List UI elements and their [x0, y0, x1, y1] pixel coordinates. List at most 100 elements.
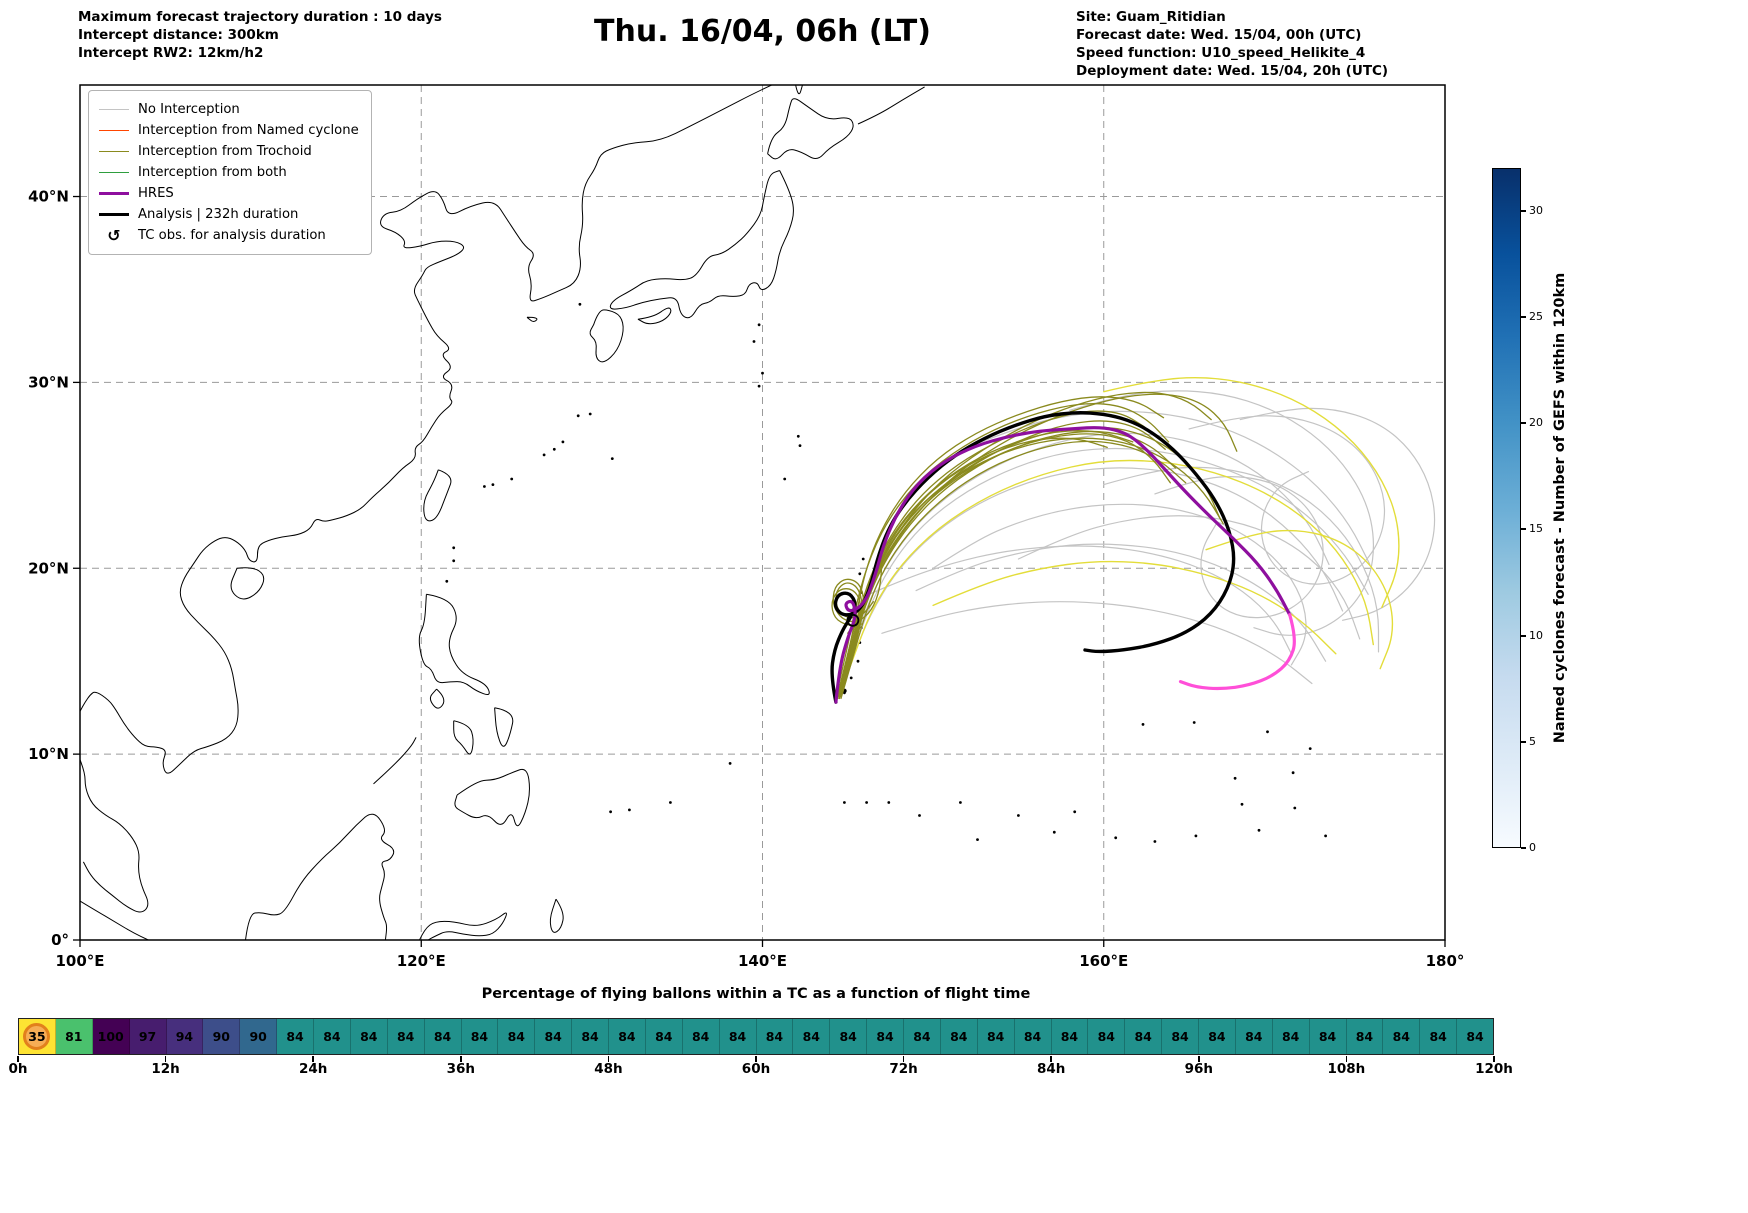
- strip-cell: 84: [1235, 1019, 1273, 1054]
- island-dot: [1017, 814, 1020, 817]
- strip-cell: 84: [1125, 1019, 1163, 1054]
- strip-cell-value: 84: [1208, 1029, 1226, 1044]
- strip-cell-value: 84: [728, 1029, 747, 1044]
- hres-track-tail: [1178, 613, 1296, 691]
- legend-item-label: Analysis | 232h duration: [138, 207, 299, 222]
- strip-cell-value: 84: [876, 1029, 894, 1044]
- island-dot: [1240, 802, 1244, 806]
- intercept-rw2-text: Intercept RW2: 12km/h2: [78, 45, 264, 61]
- strip-cell-value: 84: [544, 1029, 562, 1044]
- strip-cell: 84: [1272, 1019, 1310, 1054]
- ensemble-track-no_interception: [1188, 415, 1386, 585]
- strip-axis-label: 120h: [1475, 1061, 1513, 1077]
- y-tick-label: 20°N: [28, 559, 69, 577]
- legend-item: No Interception: [99, 99, 359, 120]
- trajectories: [830, 376, 1436, 704]
- strip-axis-label: 12h: [151, 1061, 180, 1077]
- strip-cell-value: 84: [323, 1029, 341, 1044]
- strip-cell-value: 84: [1318, 1029, 1337, 1044]
- colorbar-tick-label: 30: [1529, 203, 1543, 217]
- ensemble-track-trochoid: [838, 433, 1171, 700]
- strip-cell: 81: [55, 1019, 93, 1054]
- speed-function-text: Speed function: U10_speed_Helikite_4: [1076, 45, 1366, 61]
- coastline: [767, 98, 854, 160]
- ensemble-track-no_interception: [932, 503, 1307, 666]
- island-dot: [552, 447, 556, 451]
- island-dot: [1153, 840, 1157, 843]
- coastline: [429, 688, 445, 709]
- coastline: [373, 737, 417, 785]
- colorbar-label: Named cyclones forecast - Number of GEFS…: [1552, 272, 1568, 744]
- cyclone-obs-icon: ↺: [107, 225, 121, 245]
- island-dot: [849, 676, 853, 680]
- strip-cell: 84: [350, 1019, 388, 1054]
- island-dot: [757, 323, 761, 327]
- coastline: [637, 307, 672, 325]
- coastline: [80, 85, 773, 774]
- strip-cell: 84: [756, 1019, 794, 1054]
- strip-cell-value: 84: [433, 1029, 452, 1044]
- island-dot: [1194, 834, 1198, 838]
- strip-cell-value: 84: [913, 1029, 931, 1044]
- strip-cell-value: 84: [507, 1029, 526, 1044]
- island-dot: [761, 371, 764, 375]
- strip-cell-value: 84: [986, 1029, 1005, 1044]
- strip-cell: 35: [19, 1019, 56, 1054]
- y-tick-label: 40°N: [28, 188, 69, 206]
- legend-line-swatch: [99, 130, 129, 131]
- strip-cell-value: 100: [97, 1029, 124, 1044]
- ensemble-track-no_interception: [837, 432, 1330, 699]
- strip-cell: 84: [1383, 1019, 1421, 1054]
- coastline: [80, 759, 149, 913]
- ensemble-track-trochoid_light: [1205, 529, 1394, 670]
- legend-item-label: TC obs. for analysis duration: [138, 228, 326, 243]
- island-dot: [561, 440, 565, 444]
- strip-cell: 84: [1051, 1019, 1089, 1054]
- island-dot: [798, 444, 802, 447]
- legend-line-swatch: [99, 151, 129, 152]
- island-dot: [858, 572, 862, 576]
- legend-item: HRES: [99, 183, 359, 204]
- ensemble-track-trochoid: [835, 402, 1170, 698]
- island-dot: [752, 340, 756, 343]
- island-dot: [1233, 776, 1237, 780]
- coastline: [418, 593, 490, 696]
- legend-item-label: Interception from both: [138, 165, 287, 180]
- island-dot: [1308, 747, 1312, 750]
- strip-cell-value: 84: [655, 1029, 673, 1044]
- island-dot: [918, 814, 921, 817]
- colorbar-tick-mark: [1521, 634, 1526, 637]
- ensemble-track-trochoid_light: [838, 459, 1374, 698]
- ensemble-track-no_interception: [1239, 407, 1436, 621]
- island-dot: [609, 810, 612, 814]
- island-dot: [1257, 828, 1261, 832]
- strip-cell-value: 84: [691, 1029, 710, 1044]
- strip-axis-label: 72h: [889, 1061, 918, 1077]
- strip-cell-value: 84: [1171, 1029, 1189, 1044]
- legend-item: Interception from Trochoid: [99, 141, 359, 162]
- island-dot: [1141, 723, 1145, 726]
- coastline: [609, 170, 794, 319]
- strip-cell: 84: [977, 1019, 1015, 1054]
- colorbar-gradient: [1492, 168, 1521, 848]
- coastline: [454, 768, 530, 827]
- strip-cell-value: 84: [470, 1029, 489, 1044]
- tc-obs-marker: [846, 613, 860, 627]
- colorbar-tick-mark: [1521, 847, 1526, 849]
- strip-cell-value: 84: [1245, 1029, 1263, 1044]
- strip-cell: 84: [719, 1019, 757, 1054]
- forecast-date-text: Forecast date: Wed. 15/04, 00h (UTC): [1076, 27, 1362, 43]
- coastline: [453, 720, 474, 755]
- x-tick-label: 180°: [1426, 952, 1465, 970]
- strip-cell-value: 84: [1429, 1029, 1447, 1044]
- legend-item: Analysis | 232h duration: [99, 204, 359, 225]
- strip-axis-tick: [17, 1056, 19, 1062]
- ensemble-track-no_interception: [1154, 476, 1324, 619]
- island-dot: [628, 808, 631, 812]
- strip-cell-value: 35: [28, 1029, 46, 1044]
- strip-cell-value: 90: [212, 1029, 231, 1044]
- strip-axis-tick: [902, 1056, 905, 1062]
- coastline: [526, 316, 538, 322]
- strip-cell: 90: [240, 1019, 278, 1054]
- strip-cell: 84: [1014, 1019, 1052, 1054]
